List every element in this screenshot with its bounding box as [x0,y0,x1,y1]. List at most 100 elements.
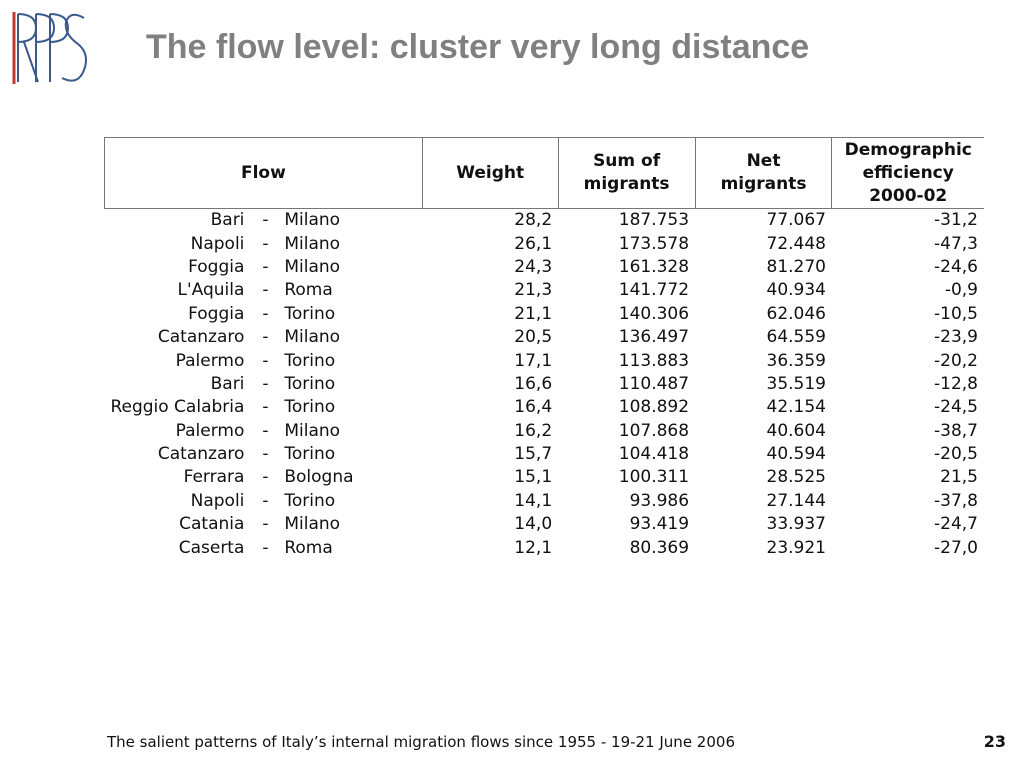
cell-net: 35.519 [766,373,826,394]
cell-weight: 16,6 [514,373,553,394]
cell-origin: L'Aquila [177,280,245,301]
cell-eff: -10,5 [934,303,978,324]
cell-sum: 187.753 [618,210,690,231]
header-sum-line2: migrants [583,174,670,194]
cell-sep: - [262,467,269,488]
slide-title: The flow level: cluster very long distan… [146,28,810,66]
cell-net: 27.144 [766,490,826,511]
cell-weight: 15,7 [514,444,553,465]
table-row: Catanzaro - Torino 15,7 104.418 40.594 -20,5 [105,443,985,466]
cell-weight: 21,3 [514,280,553,301]
table-row: L'Aquila - Roma 21,3 141.772 40.934 -0,9 [105,279,985,302]
cell-sum: 140.306 [618,303,690,324]
cell-weight: 16,2 [514,420,553,441]
cell-eff: -12,8 [934,373,978,394]
cell-weight: 20,5 [514,327,553,348]
cell-dest: Milano [284,327,341,348]
cell-weight: 15,1 [514,467,553,488]
cell-eff: -0,9 [944,280,978,301]
cell-origin: Catania [179,514,245,535]
cell-sum: 108.892 [618,397,690,418]
footer-text: The salient patterns of Italy’s internal… [107,733,735,751]
cell-eff: -24,6 [934,256,978,277]
cell-dest: Roma [284,537,333,558]
table-row: Palermo - Torino 17,1 113.883 36.359 -20,2 [105,349,985,372]
cell-sep: - [262,373,269,394]
cell-net: 33.937 [766,514,826,535]
table-row: Catanzaro - Milano 20,5 136.497 64.559 -23,9 [105,326,985,349]
cell-dest: Milano [284,210,341,231]
header-net-line1: Net [746,151,781,171]
cell-eff: -47,3 [934,233,978,254]
cell-eff: -31,2 [934,210,978,231]
cell-eff: -27,0 [934,537,978,558]
cell-sum: 136.497 [618,327,690,348]
cell-eff: -37,8 [934,490,978,511]
page-number: 23 [983,732,1006,751]
cell-origin: Foggia [188,303,245,324]
cell-sep: - [262,303,269,324]
cell-sep: - [262,350,269,371]
cell-sum: 93.419 [629,514,690,535]
cell-dest: Roma [284,280,333,301]
rpps-logo [12,12,87,84]
cell-sum: 141.772 [618,280,690,301]
table-row: Bari - Torino 16,6 110.487 35.519 -12,8 [105,373,985,396]
cell-net: 40.604 [766,420,826,441]
table-row: Napoli - Torino 14,1 93.986 27.144 -37,8 [105,490,985,513]
header-net-line2: migrants [720,174,807,194]
header-demographic-efficiency: Demographic efficiency 2000-02 [831,137,984,209]
cell-sum: 113.883 [618,350,690,371]
cell-dest: Torino [284,303,336,324]
cell-eff: -20,5 [934,444,978,465]
cell-sum: 110.487 [618,373,690,394]
cell-weight: 24,3 [514,256,553,277]
cell-sep: - [262,420,269,441]
cell-sep: - [262,537,269,558]
cell-eff: -20,2 [934,350,978,371]
cell-weight: 12,1 [514,537,553,558]
table-row: Foggia - Milano 24,3 161.328 81.270 -24,6 [105,256,985,279]
cell-weight: 17,1 [514,350,553,371]
cell-net: 72.448 [766,233,826,254]
table-row: Ferrara - Bologna 15,1 100.311 28.525 21,5 [105,466,985,489]
cell-weight: 26,1 [514,233,553,254]
cell-dest: Torino [284,397,336,418]
cell-net: 62.046 [766,303,826,324]
cell-sum: 173.578 [618,233,690,254]
cell-dest: Torino [284,350,336,371]
cell-dest: Torino [284,490,336,511]
cell-dest: Milano [284,233,341,254]
cell-net: 81.270 [766,256,826,277]
cell-sep: - [262,490,269,511]
table-row: Bari - Milano 28,2 187.753 77.067 -31,2 [105,209,985,233]
cell-sep: - [262,397,269,418]
header-demo-line1: Demographic [844,139,972,160]
table-row: Caserta - Roma 12,1 80.369 23.921 -27,0 [105,536,985,559]
migration-flow-table: Flow Weight Sum of migrants Net migrants… [104,137,984,560]
cell-net: 64.559 [766,327,826,348]
cell-sum: 104.418 [618,444,690,465]
table-row: Palermo - Milano 16,2 107.868 40.604 -38,7 [105,420,985,443]
cell-origin: Caserta [178,537,245,558]
cell-dest: Bologna [284,467,354,488]
cell-origin: Palermo [175,420,245,441]
cell-origin: Reggio Calabria [110,397,245,418]
cell-eff: -24,7 [934,514,978,535]
table-header-row: Flow Weight Sum of migrants Net migrants… [104,137,984,209]
cell-origin: Palermo [175,350,245,371]
cell-sep: - [262,210,269,231]
cell-net: 42.154 [766,397,826,418]
table-row: Foggia - Torino 21,1 140.306 62.046 -10,5 [105,303,985,326]
cell-net: 23.921 [766,537,826,558]
cell-sep: - [262,514,269,535]
header-net-migrants: Net migrants [694,137,832,209]
cell-eff: -38,7 [934,420,978,441]
table-row: Catania - Milano 14,0 93.419 33.937 -24,7 [105,513,985,536]
cell-sep: - [262,256,269,277]
cell-origin: Bari [210,210,245,231]
cell-net: 28.525 [766,467,826,488]
cell-origin: Bari [210,373,245,394]
cell-weight: 28,2 [514,210,553,231]
table-row: Napoli - Milano 26,1 173.578 72.448 -47,3 [105,232,985,255]
